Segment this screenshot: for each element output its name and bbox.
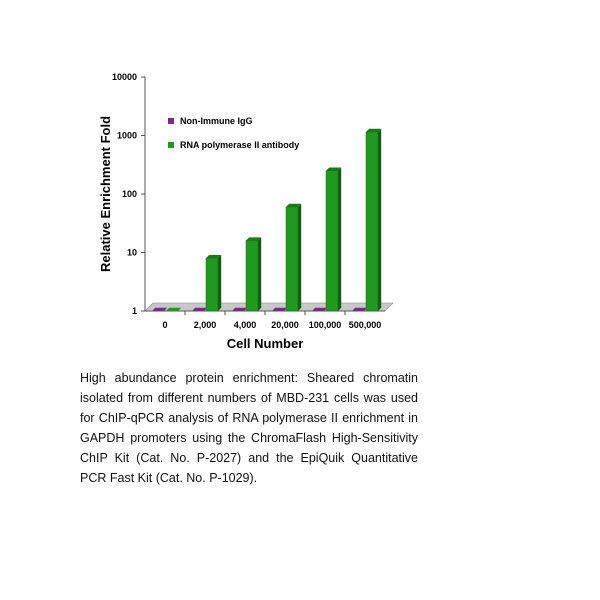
bar-side xyxy=(218,254,222,311)
x-tick-label: 4,000 xyxy=(234,320,257,330)
y-axis-title: Relative Enrichment Fold xyxy=(98,116,113,272)
y-tick-label: 10 xyxy=(127,248,137,258)
bar-side xyxy=(298,203,302,311)
x-axis-title: Cell Number xyxy=(227,336,304,351)
legend-label: Non-Immune IgG xyxy=(180,116,253,126)
bar-igg xyxy=(192,307,208,311)
chart: 1 10 100 1000 10000 0 2,000 4,000 20,000 100,000 5… xyxy=(98,72,394,351)
bar-top xyxy=(366,128,382,132)
bar-rnapol2 xyxy=(245,240,259,312)
y-tick-label: 100 xyxy=(122,189,137,199)
bar-top xyxy=(286,203,302,207)
x-tick-label: 100,000 xyxy=(309,320,342,330)
bar-side xyxy=(378,128,382,311)
bar-igg xyxy=(232,307,248,311)
bar-rnapol2 xyxy=(285,206,299,312)
legend-swatch xyxy=(168,118,174,124)
figure-caption: High abundance protein enrichment: Shear… xyxy=(80,371,418,485)
bar-top xyxy=(326,167,342,171)
bar-top xyxy=(206,254,222,259)
bar-side xyxy=(338,167,342,311)
bar-igg xyxy=(312,307,328,311)
x-tick-label: 500,000 xyxy=(349,320,382,330)
bar-rnapol2 xyxy=(365,131,379,312)
y-tick-label: 10000 xyxy=(112,72,137,82)
bar-igg xyxy=(152,307,168,311)
bar-rnapol2 xyxy=(205,257,219,312)
x-tick-label: 2,000 xyxy=(194,320,217,330)
bar-side xyxy=(258,237,262,311)
bar-igg xyxy=(352,307,368,311)
x-tick-label: 20,000 xyxy=(271,320,299,330)
y-tick-label: 1000 xyxy=(117,131,137,141)
bar-top xyxy=(246,237,262,241)
bar-igg xyxy=(272,307,288,311)
x-tick-label: 0 xyxy=(162,320,167,330)
bar-rnapol2 xyxy=(166,307,182,311)
legend-swatch xyxy=(168,142,174,148)
y-tick-label: 1 xyxy=(132,306,137,316)
bar-rnapol2 xyxy=(325,170,339,312)
legend-label: RNA polymerase II antibody xyxy=(180,140,299,150)
